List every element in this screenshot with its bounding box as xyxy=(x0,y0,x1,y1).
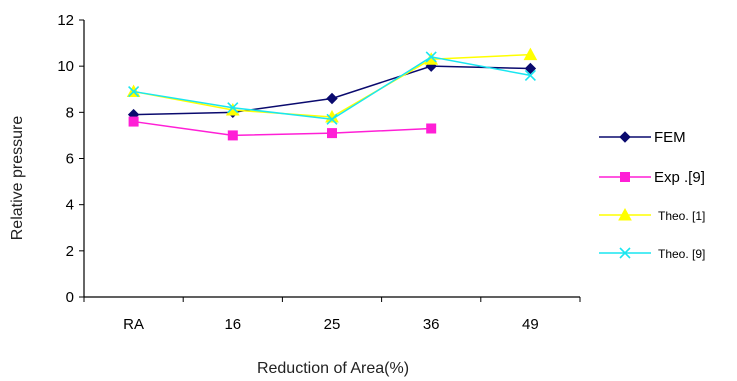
x-tick-label: 16 xyxy=(224,316,241,333)
series-1 xyxy=(128,116,437,141)
legend-entry: Theo. [1] xyxy=(599,207,705,223)
series-2 xyxy=(126,47,538,123)
y-tick-label: 12 xyxy=(57,12,74,29)
y-tick-label: 10 xyxy=(57,58,74,75)
legend-label: Theo. [1] xyxy=(658,209,705,223)
x-tick-label: 36 xyxy=(423,316,440,333)
data-point xyxy=(128,116,139,127)
data-point xyxy=(327,128,337,139)
chart-axes: 0 2 4 6 8 10 12 RA 16 25 36 49 xyxy=(57,12,581,333)
x-axis-title: Reduction of Area(%) xyxy=(257,360,409,377)
y-axis-title: Relative pressure xyxy=(9,116,26,241)
legend-swatch-marker xyxy=(619,131,631,143)
x-tick-label: 25 xyxy=(324,316,341,333)
legend-entry: Exp .[9] xyxy=(599,169,705,186)
y-tick-label: 4 xyxy=(66,197,74,214)
y-tick-label: 8 xyxy=(66,104,74,121)
data-point xyxy=(426,123,437,134)
data-point xyxy=(524,62,537,75)
legend-entry: Theo. [9] xyxy=(599,247,705,261)
legend-swatch-marker xyxy=(618,207,632,221)
data-point xyxy=(524,69,536,81)
y-tick-label: 2 xyxy=(66,243,74,260)
y-tick-label: 0 xyxy=(66,289,74,306)
legend-label: Exp .[9] xyxy=(654,169,705,186)
x-tick-label: 49 xyxy=(522,316,539,333)
legend-swatch-marker xyxy=(620,172,630,182)
series-line xyxy=(133,65,531,116)
data-point xyxy=(227,102,239,114)
data-point xyxy=(227,130,238,141)
legend-swatch-marker xyxy=(619,247,631,259)
data-point xyxy=(425,51,437,63)
chart-legend: FEM Exp .[9] Theo. [1] Theo. [9] xyxy=(599,129,705,261)
legend-entry: FEM xyxy=(599,129,686,146)
data-point xyxy=(326,113,338,125)
data-point xyxy=(128,85,140,98)
data-point xyxy=(326,92,338,105)
data-point xyxy=(523,47,538,61)
legend-label: FEM xyxy=(654,129,686,146)
y-tick-label: 6 xyxy=(66,151,74,168)
series-layer xyxy=(126,47,538,141)
series-3 xyxy=(128,51,536,125)
data-point xyxy=(225,102,240,116)
series-line xyxy=(133,120,432,137)
x-tick-label: RA xyxy=(123,316,144,333)
legend-label: Theo. [9] xyxy=(658,247,705,261)
